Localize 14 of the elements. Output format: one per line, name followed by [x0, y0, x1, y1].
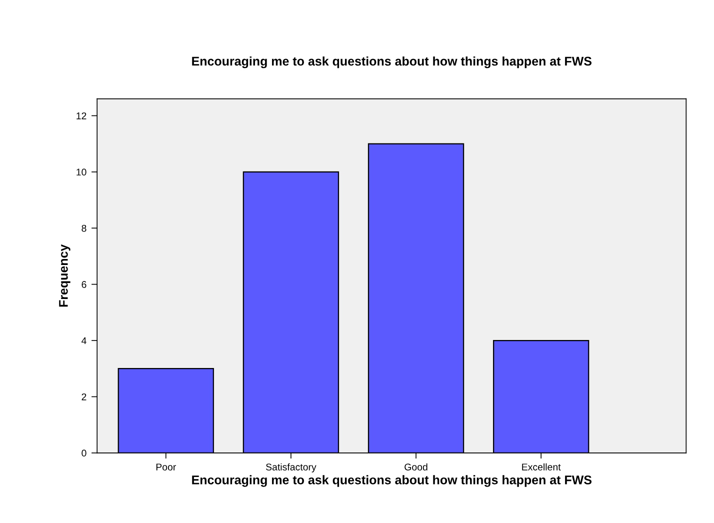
x-tick-label: Poor	[156, 464, 176, 470]
y-tick-label: 0	[82, 450, 86, 457]
x-tick-label: Good	[404, 463, 428, 470]
y-tick-label: 6	[82, 281, 86, 288]
y-tick-label: 12	[76, 112, 86, 120]
chart-title: Encouraging me to ask questions about how things happen at FWS	[192, 56, 592, 68]
x-tick-label: Excellent	[522, 463, 561, 470]
x-axis-title: Encouraging me to ask questions about how things happen at FWS	[192, 475, 592, 487]
y-tick-label: 2	[82, 393, 86, 400]
y-tick-label: 10	[76, 168, 86, 176]
y-axis-title: Frequency	[59, 244, 70, 307]
y-tick-label: 4	[82, 337, 86, 344]
y-tick-label: 8	[82, 224, 86, 232]
x-tick-label: Satisfactory	[266, 463, 316, 472]
